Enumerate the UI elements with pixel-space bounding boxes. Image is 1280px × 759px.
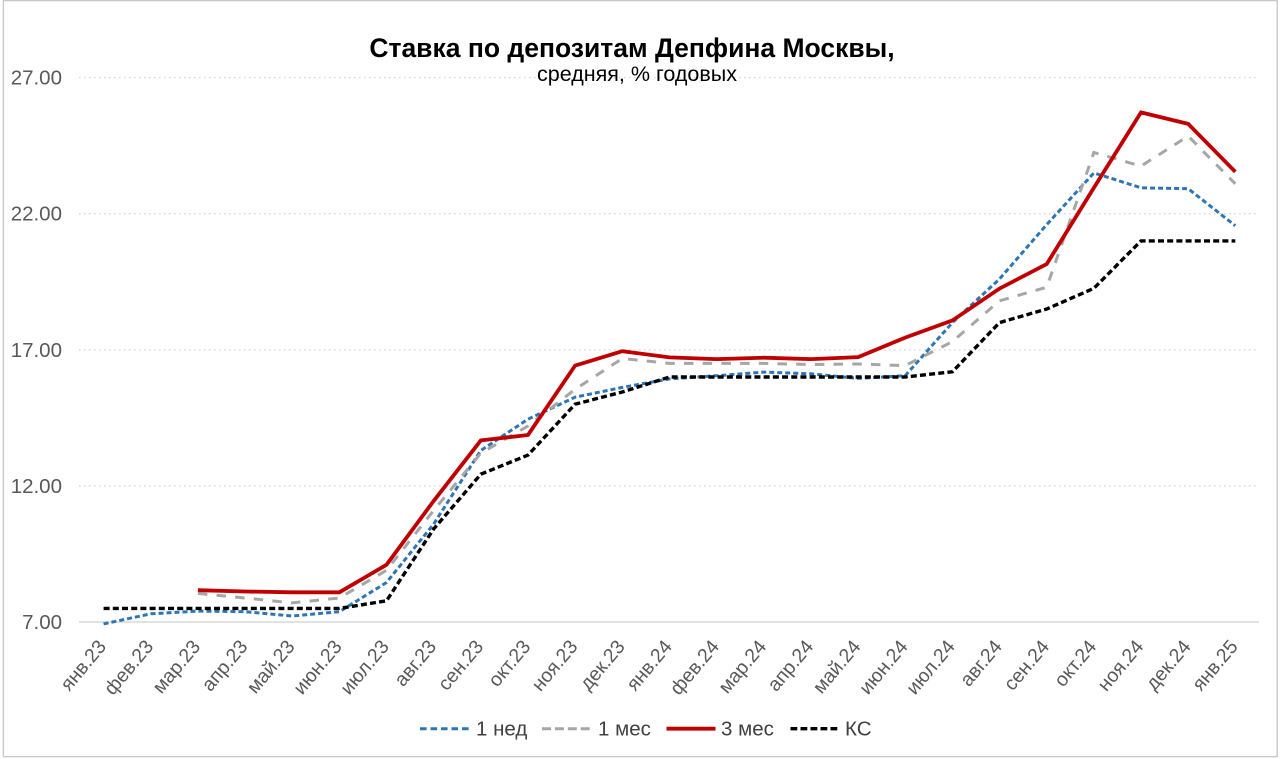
svg-text:1 нед: 1 нед	[476, 718, 527, 741]
svg-text:27.00: 27.00	[11, 67, 62, 90]
svg-text:КС: КС	[845, 718, 872, 741]
svg-text:1 мес: 1 мес	[598, 718, 651, 741]
svg-text:17.00: 17.00	[11, 339, 62, 362]
svg-text:22.00: 22.00	[11, 203, 62, 226]
svg-text:Ставка по депозитам Депфина Мо: Ставка по депозитам Депфина Москвы,	[369, 33, 894, 63]
svg-text:средняя, % годовых: средняя, % годовых	[537, 62, 737, 86]
svg-text:7.00: 7.00	[22, 611, 62, 634]
svg-text:3 мес: 3 мес	[721, 718, 774, 741]
svg-text:12.00: 12.00	[11, 475, 62, 498]
